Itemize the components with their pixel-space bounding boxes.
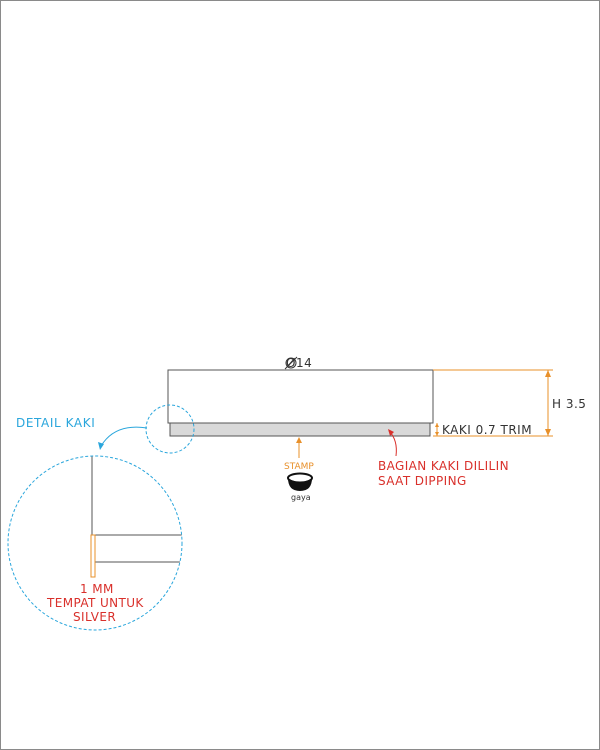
stamp-callout: STAMP — [284, 437, 314, 472]
wax-note-line2: SAAT DIPPING — [378, 474, 467, 488]
bowl-icon — [288, 478, 312, 491]
wax-note-line1: BAGIAN KAKI DILILIN — [378, 459, 509, 473]
height-dimension: H 3.5 — [433, 369, 586, 437]
stamp-label: STAMP — [284, 462, 314, 472]
diameter-label: Ø14 — [286, 356, 312, 370]
wax-note: BAGIAN KAKI DILILIN SAAT DIPPING — [378, 429, 509, 488]
detail-circle — [7, 455, 183, 631]
silver-gap-marker — [90, 534, 96, 578]
diameter-symbol-icon — [285, 357, 297, 369]
plate-foot — [169, 422, 431, 437]
detail-note-line2: TEMPAT UNTUK — [46, 596, 144, 610]
gaya-logo: gaya — [287, 472, 313, 502]
diameter-dimension: Ø14 — [284, 356, 312, 370]
foot-label: KAKI 0.7 TRIM — [442, 423, 532, 437]
detail-view: 1 MM TEMPAT UNTUK SILVER — [7, 455, 183, 631]
logo-text: gaya — [291, 493, 311, 502]
detail-leader — [100, 426, 148, 447]
detail-note-line3: SILVER — [73, 610, 116, 624]
detail-label: DETAIL KAKI — [16, 416, 95, 430]
detail-marker-circle — [145, 404, 195, 454]
detail-note-line1: 1 MM — [80, 582, 114, 596]
plate-body — [167, 369, 434, 424]
foot-dimension: KAKI 0.7 TRIM — [435, 423, 532, 437]
height-label: H 3.5 — [552, 397, 586, 411]
